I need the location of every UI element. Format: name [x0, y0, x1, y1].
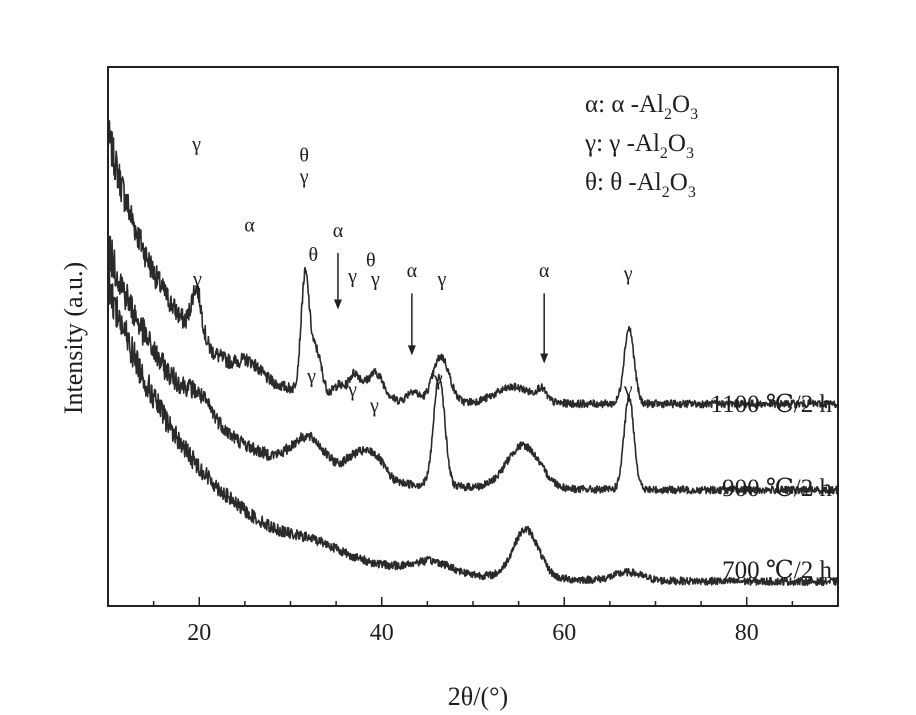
- legend-entry-alpha: α: α -Al2O3: [585, 91, 698, 123]
- peak-annotation: γ: [623, 379, 633, 401]
- peak-annotation: γ: [347, 379, 357, 401]
- peak-annotation: γ: [192, 268, 202, 290]
- arrow-head: [333, 299, 342, 310]
- peak-annotation: γ: [299, 166, 309, 188]
- series-line-0: [107, 120, 839, 409]
- peak-annotation: γ: [347, 266, 357, 288]
- series-line-2: [107, 270, 839, 587]
- legend-mid: O: [672, 91, 690, 118]
- peak-annotation: α: [333, 220, 344, 242]
- legend-mid: O: [668, 130, 686, 157]
- x-tick-label: 20: [187, 620, 211, 646]
- x-tick-label: 80: [735, 620, 759, 646]
- peak-annotation: α: [407, 260, 418, 282]
- peak-annotation: γ: [433, 368, 443, 390]
- series-label-700: 700 ℃/2 h: [722, 557, 832, 584]
- x-axis-label: 2θ/(°): [448, 682, 508, 711]
- series-curves: [107, 120, 839, 587]
- peak-annotation: γ: [306, 365, 316, 387]
- x-axis-ticks: 20 40 60 80: [152, 597, 794, 646]
- arrow-head: [407, 345, 416, 356]
- legend-entry-theta: θ: θ -Al2O3: [585, 169, 696, 201]
- peak-annotation: θ: [366, 249, 376, 271]
- legend-sep: :: [596, 130, 609, 157]
- legend: α: α -Al2O3 γ: γ -Al2O3 θ: θ -Al2O3: [584, 91, 698, 201]
- legend-sub: 2: [662, 184, 670, 201]
- legend-sep: :: [598, 91, 611, 118]
- peak-annotation: α: [539, 260, 550, 282]
- peak-annotation: γ: [437, 268, 447, 290]
- legend-sep: :: [597, 169, 610, 196]
- x-tick-label: 60: [552, 620, 576, 646]
- legend-phase: γ -Al: [608, 130, 660, 157]
- peak-annotation: γ: [623, 263, 633, 285]
- x-tick-label: 40: [370, 620, 394, 646]
- plot-frame: [107, 66, 839, 607]
- series-label-900: 900 ℃/2 h: [722, 475, 832, 502]
- legend-sub: 3: [690, 106, 698, 123]
- legend-symbol: α: [585, 91, 598, 118]
- peak-annotation: γ: [369, 395, 379, 417]
- peak-annotation: γ: [370, 268, 380, 290]
- arrow-markers: [333, 252, 549, 364]
- series-line-1: [107, 235, 839, 495]
- peak-annotation: θ: [299, 144, 309, 166]
- peak-annotation: γ: [191, 134, 201, 156]
- legend-symbol: θ: [585, 169, 597, 196]
- legend-phase: α -Al: [611, 91, 664, 118]
- series-label-1100: 1100 ℃/2 h: [711, 391, 833, 418]
- legend-sub: 2: [664, 106, 672, 123]
- legend-mid: O: [670, 169, 688, 196]
- legend-sub: 3: [686, 145, 694, 162]
- legend-symbol: γ: [584, 130, 596, 157]
- peak-annotation: α: [244, 214, 255, 236]
- peak-annotation: θ: [309, 244, 319, 266]
- legend-sub: 2: [660, 145, 668, 162]
- legend-entry-gamma: γ: γ -Al2O3: [584, 130, 694, 162]
- legend-phase: θ -Al: [610, 169, 662, 196]
- arrow-head: [540, 353, 549, 364]
- y-axis-label: Intensity (a.u.): [59, 262, 88, 414]
- series-labels: 1100 ℃/2 h 900 ℃/2 h 700 ℃/2 h: [711, 391, 833, 584]
- legend-sub: 3: [688, 184, 696, 201]
